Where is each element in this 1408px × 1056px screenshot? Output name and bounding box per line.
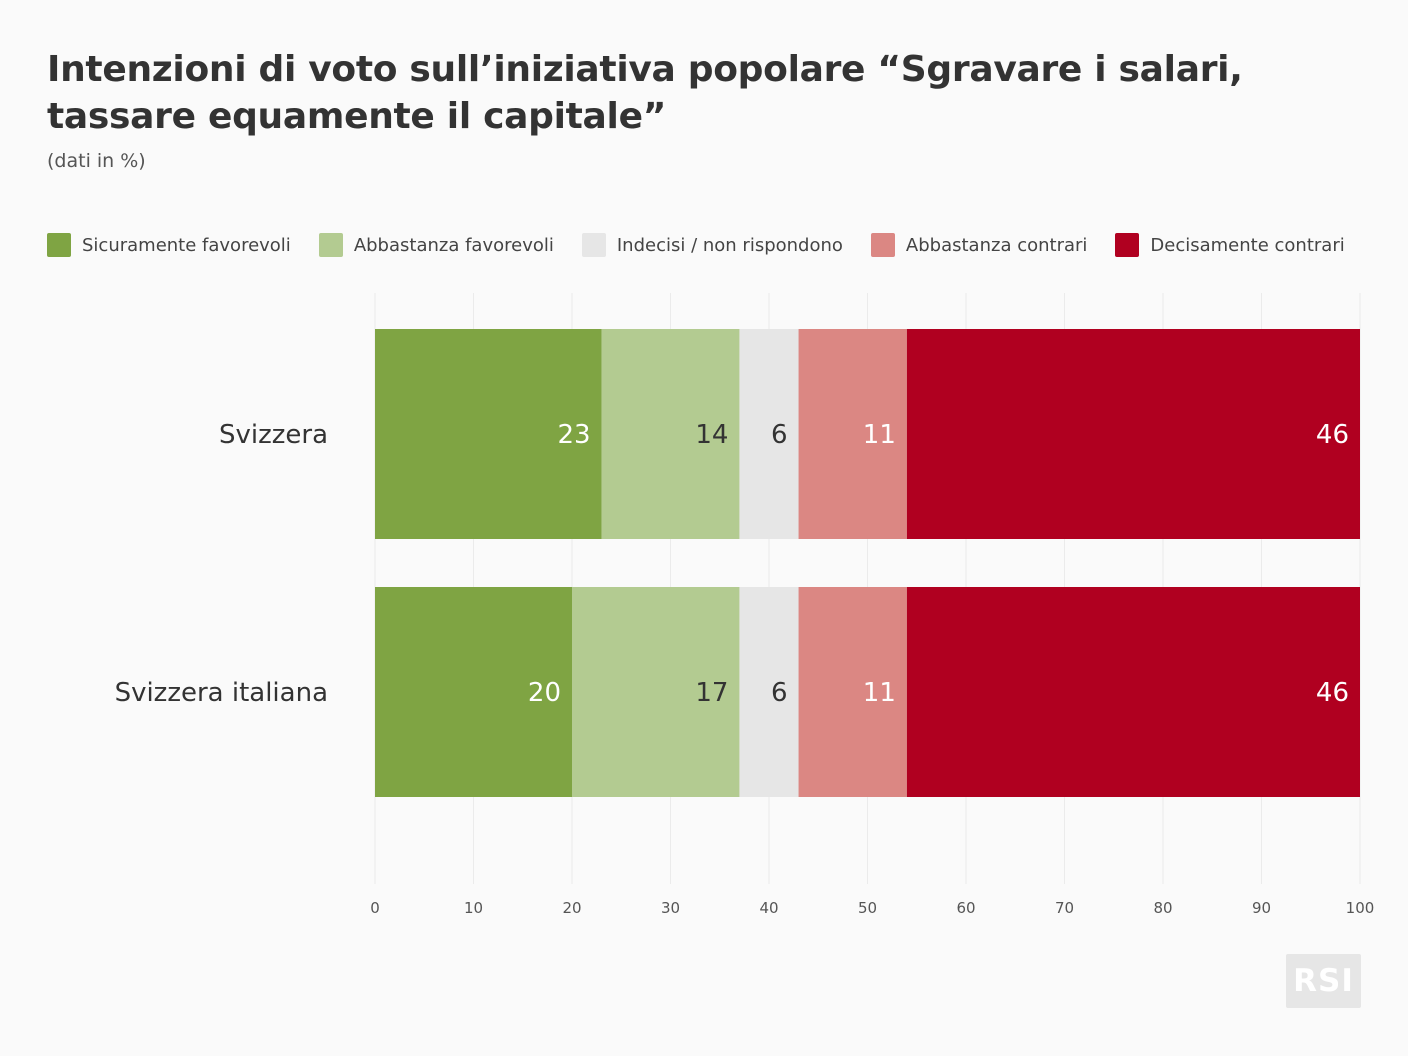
- data-label: 23: [557, 420, 590, 450]
- data-label: 6: [771, 678, 788, 708]
- data-label: 20: [528, 678, 561, 708]
- data-label: 11: [863, 678, 896, 708]
- data-label: 6: [771, 420, 788, 450]
- category-label: Svizzera italiana: [115, 678, 328, 708]
- bar-segment: [739, 329, 799, 539]
- legend-label: Indecisi / non rispondono: [616, 234, 843, 256]
- x-tick-label: 80: [1153, 899, 1172, 917]
- bar-segment: [572, 587, 740, 797]
- legend-swatch: [581, 233, 606, 257]
- legend-label: Abbastanza contrari: [905, 234, 1088, 256]
- legend: Sicuramente favorevoli Abbastanza favorev…: [47, 233, 1373, 257]
- x-tick-label: 90: [1252, 899, 1271, 917]
- chart-subtitle: (dati in %): [47, 150, 146, 172]
- x-tick-label: 30: [661, 899, 680, 917]
- data-label: 46: [1316, 420, 1349, 450]
- legend-label: Sicuramente favorevoli: [82, 234, 291, 256]
- bar-segment: [906, 587, 1360, 797]
- x-tick-label: 50: [858, 899, 877, 917]
- x-tick-label: 60: [956, 899, 975, 917]
- legend-swatch: [47, 233, 71, 257]
- chart-title: Intenzioni di voto sull’iniziativa popol…: [47, 49, 1243, 137]
- legend-item: Decisamente contrari: [1115, 233, 1345, 257]
- legend-swatch: [870, 233, 895, 257]
- legend-item: Abbastanza favorevoli: [318, 233, 554, 257]
- data-label: 14: [695, 420, 728, 450]
- legend-item: Abbastanza contrari: [870, 233, 1088, 257]
- bar-segment: [906, 329, 1360, 539]
- bar-segment: [798, 587, 907, 797]
- x-tick-label: 40: [759, 899, 778, 917]
- bar-segment: [798, 329, 907, 539]
- bar-segment: [601, 329, 740, 539]
- data-label: 11: [863, 420, 896, 450]
- category-label: Svizzera: [219, 420, 328, 450]
- legend-label: Abbastanza favorevoli: [353, 234, 554, 256]
- data-label: 17: [695, 678, 728, 708]
- x-tick-label: 10: [464, 899, 483, 917]
- legend-item: Indecisi / non rispondono: [581, 233, 843, 257]
- data-label: 46: [1316, 678, 1349, 708]
- x-tick-label: 70: [1055, 899, 1074, 917]
- bar-segment: [375, 329, 602, 539]
- x-tick-label: 20: [562, 899, 581, 917]
- legend-swatch: [318, 233, 343, 257]
- x-tick-label: 0: [370, 899, 380, 917]
- legend-swatch: [1115, 233, 1140, 257]
- rsi-logo: RSI: [1286, 954, 1361, 1008]
- legend-label: Decisamente contrari: [1150, 234, 1345, 256]
- bar-segment: [375, 587, 572, 797]
- bar-segment: [739, 587, 799, 797]
- legend-item: Sicuramente favorevoli: [47, 233, 291, 257]
- x-tick-label: 100: [1346, 899, 1375, 917]
